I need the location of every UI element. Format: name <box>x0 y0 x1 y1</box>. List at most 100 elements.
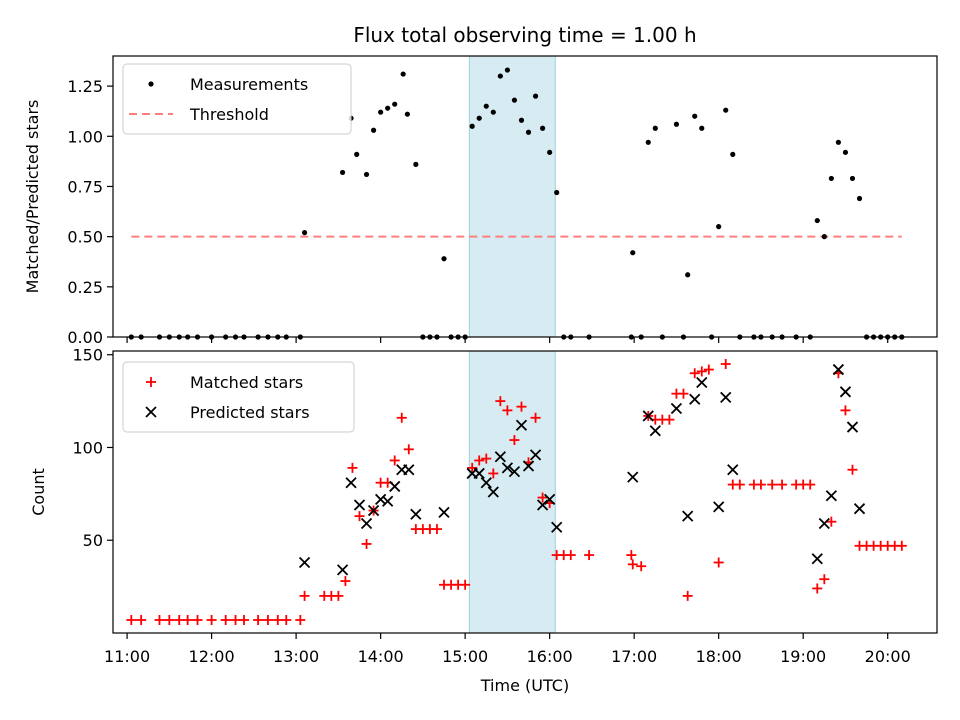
matched-star-point <box>767 479 778 490</box>
top-y-ticks: 0.00 0.25 0.50 0.75 1.00 1.25 <box>67 77 113 347</box>
matched-star-point <box>896 540 907 551</box>
measurement-point <box>490 109 496 115</box>
top-y-axis-label: Matched/Predicted stars <box>23 100 42 294</box>
measurement-point <box>673 121 680 127</box>
matched-star-point <box>627 559 638 570</box>
matched-star-point <box>734 479 745 490</box>
measurement-point <box>301 230 308 236</box>
matched-star-point <box>812 583 823 594</box>
matched-star-point <box>347 462 358 473</box>
measurement-point <box>469 123 475 129</box>
measurement-point <box>540 125 546 131</box>
matched-star-point <box>755 479 766 490</box>
matched-star-point <box>703 364 714 375</box>
x-axis-label: Time (UTC) <box>480 676 569 695</box>
predicted-star-point <box>529 449 542 461</box>
measurement-point <box>339 169 346 176</box>
matched-star-point <box>584 550 595 561</box>
predicted-star-point <box>522 460 535 472</box>
measurement-point <box>378 109 384 115</box>
measurement-point <box>652 125 658 131</box>
measurement-point <box>723 107 729 113</box>
matched-star-point <box>474 455 485 466</box>
matched-star-point <box>847 464 858 475</box>
matched-star-point <box>689 368 700 379</box>
matched-star-point <box>460 579 471 590</box>
measurement-point <box>716 224 722 230</box>
matched-star-point <box>467 462 478 473</box>
matched-star-point <box>826 516 837 527</box>
x-tick-label: 16:00 <box>527 647 573 666</box>
matched-star-point <box>182 615 193 626</box>
predicted-star-point <box>403 464 415 476</box>
matched-star-point <box>299 590 310 601</box>
matched-star-point <box>333 590 344 601</box>
legend-box <box>122 361 355 433</box>
matched-star-point <box>295 615 306 626</box>
predicted-star-point <box>480 477 492 489</box>
predicted-star-point <box>374 493 387 506</box>
bottom-highlight-span <box>468 350 556 634</box>
predicted-star-point <box>410 508 422 520</box>
predicted-star-point <box>353 499 366 511</box>
measurement-point <box>385 105 391 111</box>
x-tick-label: 12:00 <box>189 647 235 666</box>
predicted-star-point <box>825 490 837 502</box>
predicted-star-point <box>720 391 732 404</box>
chart-title: Flux total observing time = 1.00 h <box>353 23 696 47</box>
matched-star-point <box>238 615 249 626</box>
measurement-point <box>363 171 370 178</box>
legend-box <box>122 63 352 135</box>
predicted-star-point <box>649 425 661 437</box>
predicted-star-point <box>696 376 708 389</box>
predicted-star-point <box>642 410 654 422</box>
matched-star-point <box>396 412 407 423</box>
predicted-star-point <box>713 501 725 513</box>
matched-star-point <box>230 615 241 626</box>
measurement-point <box>547 149 553 155</box>
measurement-point <box>849 175 856 182</box>
measurement-point <box>554 189 560 196</box>
measurement-point <box>685 272 691 278</box>
x-tick-label: 14:00 <box>358 647 404 666</box>
matched-star-point <box>516 401 527 412</box>
measurement-point <box>370 127 377 133</box>
legend-x-marker <box>145 406 157 418</box>
bottom-y-axis-label: Count <box>29 468 48 516</box>
measurement-point <box>404 111 410 117</box>
y-tick-label: 0.75 <box>67 177 103 196</box>
predicted-star-point <box>298 556 311 569</box>
matched-star-point <box>389 455 400 466</box>
predicted-star-point <box>360 517 373 530</box>
measurement-point <box>497 73 503 79</box>
x-tick-label: 15:00 <box>442 647 488 666</box>
x-tick-label: 17:00 <box>611 647 657 666</box>
measurement-point <box>645 139 651 145</box>
matched-star-point <box>136 615 147 626</box>
measurement-point <box>842 149 849 155</box>
predicted-star-points <box>298 363 866 576</box>
measurement-point <box>476 115 482 121</box>
measurement-point <box>441 256 447 262</box>
matched-star-point <box>174 615 185 626</box>
matched-star-point <box>403 444 414 455</box>
y-tick-label: 100 <box>72 438 103 457</box>
matched-star-point <box>340 576 351 587</box>
measurement-point <box>504 67 510 73</box>
predicted-star-point <box>494 451 506 463</box>
matched-star-point <box>488 468 499 479</box>
y-tick-label: 50 <box>83 531 103 550</box>
legend-dot-marker <box>148 81 154 87</box>
matched-star-point <box>720 358 731 369</box>
top-legend: Measurements Threshold <box>122 63 352 135</box>
bottom-axes-frame <box>112 350 938 634</box>
y-tick-label: 1.25 <box>67 77 103 96</box>
predicted-star-point <box>536 499 549 511</box>
measurement-point <box>392 101 398 107</box>
predicted-star-point <box>367 504 380 517</box>
matched-star-point <box>537 492 548 503</box>
bottom-x-ticks: 11:00 12:00 13:00 14:00 15:00 16:00 17:00 18:00… <box>104 633 911 666</box>
predicted-star-point <box>382 495 394 507</box>
x-tick-label: 18:00 <box>696 647 742 666</box>
matched-star-point <box>713 557 724 568</box>
